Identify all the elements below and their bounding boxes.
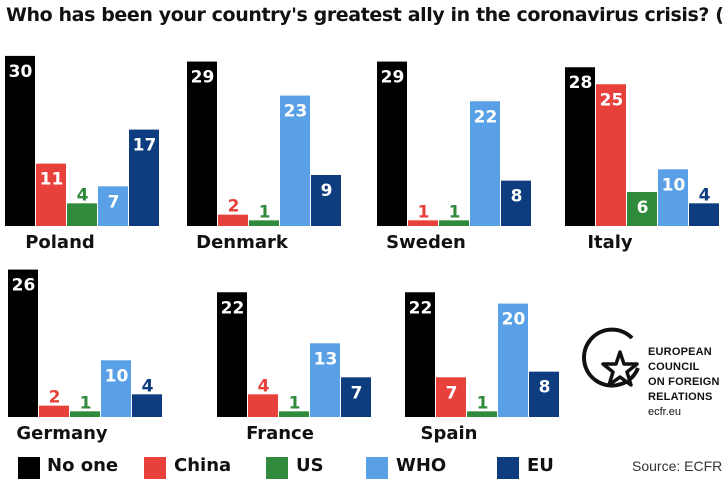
bar-germany-eu — [132, 394, 162, 417]
legend-label-china: China — [174, 455, 232, 476]
data-label-sweden-who: 22 — [474, 107, 498, 127]
legend-swatch-eu — [497, 457, 519, 479]
data-label-denmark-who: 23 — [284, 102, 308, 122]
logo-text-line-4: RELATIONS — [648, 391, 713, 403]
bar-sweden-no-one — [377, 61, 407, 226]
data-label-poland-who: 7 — [108, 192, 120, 212]
bar-poland-no-one — [5, 55, 35, 227]
data-label-france-who: 13 — [314, 349, 338, 369]
data-label-germany-us: 1 — [80, 393, 92, 413]
ecfr-logo: EUROPEAN COUNCIL ON FOREIGN RELATIONS ec… — [580, 318, 720, 418]
data-label-france-no-one: 22 — [221, 298, 245, 318]
data-label-italy-us: 6 — [637, 198, 649, 218]
data-label-italy-china: 25 — [600, 90, 624, 110]
panel-title-spain: Spain — [421, 423, 478, 444]
data-label-germany-no-one: 26 — [12, 276, 36, 296]
bar-france-no-one — [217, 292, 247, 417]
data-label-france-us: 1 — [289, 393, 301, 413]
bar-italy-us — [627, 191, 657, 226]
bar-denmark-eu — [311, 174, 341, 226]
legend: No one China US WHO EU — [0, 452, 723, 482]
data-label-spain-china: 7 — [446, 383, 458, 403]
bar-italy-china — [596, 84, 626, 226]
data-label-sweden-eu: 8 — [511, 187, 523, 207]
legend-label-us: US — [296, 455, 324, 476]
bar-germany-china — [39, 405, 69, 417]
star-circle-icon — [582, 327, 640, 388]
bar-spain-no-one — [405, 292, 435, 417]
bar-spain-eu — [529, 371, 559, 417]
panel-title-denmark: Denmark — [196, 232, 289, 253]
data-label-spain-us: 1 — [477, 393, 489, 413]
data-label-spain-eu: 8 — [539, 378, 551, 398]
chart-title: Who has been your country's greatest all… — [6, 4, 723, 26]
panel-title-france: France — [246, 423, 314, 444]
data-label-italy-no-one: 28 — [569, 73, 593, 93]
bar-denmark-us — [249, 220, 279, 226]
bar-poland-china — [36, 163, 66, 226]
legend-label-who: WHO — [396, 455, 447, 476]
bar-germany-no-one — [8, 269, 38, 417]
data-label-denmark-eu: 9 — [321, 181, 333, 201]
bar-denmark-who — [280, 95, 310, 226]
data-label-sweden-china: 1 — [418, 202, 430, 222]
data-label-germany-china: 2 — [49, 388, 61, 408]
bar-spain-china — [436, 377, 466, 417]
data-label-poland-china: 11 — [40, 170, 64, 190]
bar-sweden-who — [470, 101, 500, 226]
bar-italy-who — [658, 169, 688, 226]
legend-label-no-one: No one — [47, 455, 119, 476]
data-label-spain-who: 20 — [502, 310, 526, 330]
data-label-sweden-no-one: 29 — [381, 68, 405, 88]
legend-swatch-us — [266, 457, 288, 479]
bar-denmark-china — [218, 214, 248, 226]
data-label-france-eu: 7 — [351, 383, 363, 403]
data-label-denmark-us: 1 — [259, 202, 271, 222]
source-note: Source: ECFR — [632, 458, 723, 474]
bar-spain-who — [498, 303, 528, 417]
data-label-poland-us: 4 — [77, 185, 89, 205]
data-label-poland-no-one: 30 — [9, 62, 33, 82]
panel-title-germany: Germany — [16, 423, 108, 444]
panel-title-poland: Poland — [25, 232, 95, 253]
bar-france-eu — [341, 377, 371, 417]
data-label-poland-eu: 17 — [133, 136, 157, 156]
logo-text-line-1: EUROPEAN — [648, 346, 712, 358]
data-label-italy-who: 10 — [662, 175, 686, 195]
bar-poland-who — [98, 186, 128, 226]
bar-spain-us — [467, 411, 497, 417]
data-label-spain-no-one: 22 — [409, 298, 433, 318]
data-label-germany-eu: 4 — [142, 376, 154, 396]
data-label-germany-who: 10 — [105, 366, 129, 386]
bar-poland-us — [67, 203, 97, 226]
bar-france-who — [310, 343, 340, 417]
bar-france-china — [248, 394, 278, 417]
data-label-denmark-no-one: 29 — [191, 68, 215, 88]
logo-url: ecfr.eu — [648, 406, 682, 418]
data-label-france-china: 4 — [258, 376, 270, 396]
data-label-denmark-china: 2 — [228, 197, 240, 217]
legend-swatch-who — [366, 457, 388, 479]
panel-title-sweden: Sweden — [386, 232, 466, 253]
bar-france-us — [279, 411, 309, 417]
bar-poland-eu — [129, 129, 159, 226]
bar-sweden-china — [408, 220, 438, 226]
bar-italy-no-one — [565, 67, 595, 227]
panel-title-italy: Italy — [587, 232, 633, 253]
legend-label-eu: EU — [527, 455, 554, 476]
legend-swatch-no-one — [18, 457, 40, 479]
data-label-sweden-us: 1 — [449, 202, 461, 222]
bar-germany-us — [70, 411, 100, 417]
data-label-italy-eu: 4 — [699, 185, 711, 205]
logo-text-line-3: ON FOREIGN — [648, 376, 720, 388]
bar-italy-eu — [689, 203, 719, 226]
bar-denmark-no-one — [187, 61, 217, 226]
bar-sweden-eu — [501, 180, 531, 226]
legend-swatch-china — [144, 457, 166, 479]
bar-sweden-us — [439, 220, 469, 226]
bar-germany-who — [101, 360, 131, 417]
logo-text-line-2: COUNCIL — [648, 361, 700, 373]
